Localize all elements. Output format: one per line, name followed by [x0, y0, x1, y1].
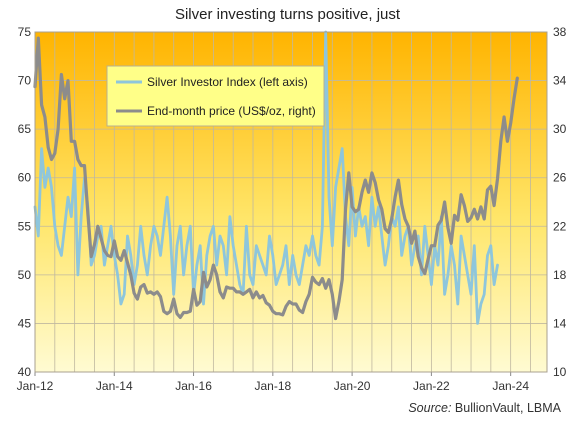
legend-label-price: End-month price (US$/oz, right) [147, 104, 316, 118]
x-tick-label: Jan-20 [334, 379, 371, 393]
y-right-tick-label: 34 [553, 74, 567, 88]
source-note: Source: BullionVault, LBMA [408, 401, 561, 415]
x-tick-label: Jan-12 [17, 379, 54, 393]
x-tick-label: Jan-24 [492, 379, 529, 393]
x-tick-label: Jan-22 [413, 379, 450, 393]
series-layer [33, 30, 519, 325]
chart-title: Silver investing turns positive, just [174, 6, 401, 23]
source-text: BullionVault, LBMA [454, 401, 561, 415]
y-right-tick-label: 14 [553, 316, 567, 330]
y-left-tick-label: 70 [18, 74, 32, 88]
plot-frame [34, 31, 548, 373]
source-label: Source: [408, 401, 452, 415]
x-tick-label: Jan-16 [175, 379, 212, 393]
y-left-tick-label: 60 [18, 171, 32, 185]
legend-label-index: Silver Investor Index (left axis) [147, 75, 308, 89]
y-left-tick-label: 45 [18, 316, 32, 330]
y-right-tick-label: 38 [553, 25, 567, 39]
y-left-tick-label: 75 [18, 25, 32, 39]
y-left-tick-label: 50 [18, 268, 32, 282]
y-right-tick-label: 18 [553, 268, 567, 282]
y-right-tick-label: 10 [553, 365, 567, 379]
y-left-tick-label: 55 [18, 219, 32, 233]
y-right-tick-label: 30 [553, 122, 567, 136]
axes: 40 45 50 55 60 65 70 75 10 14 18 22 26 30 34 38 Jan-12 Ja… [17, 25, 567, 393]
legend: Silver Investor Index (left axis) End-mo… [106, 65, 325, 127]
y-left-tick-label: 40 [18, 365, 32, 379]
x-tick-label: Jan-14 [96, 379, 133, 393]
legend-box [106, 65, 325, 127]
series-line-end-month-price [33, 36, 519, 321]
y-right-tick-label: 26 [553, 171, 567, 185]
y-left-tick-label: 65 [18, 122, 32, 136]
y-right-tick-label: 22 [553, 219, 567, 233]
x-tick-label: Jan-18 [254, 379, 291, 393]
